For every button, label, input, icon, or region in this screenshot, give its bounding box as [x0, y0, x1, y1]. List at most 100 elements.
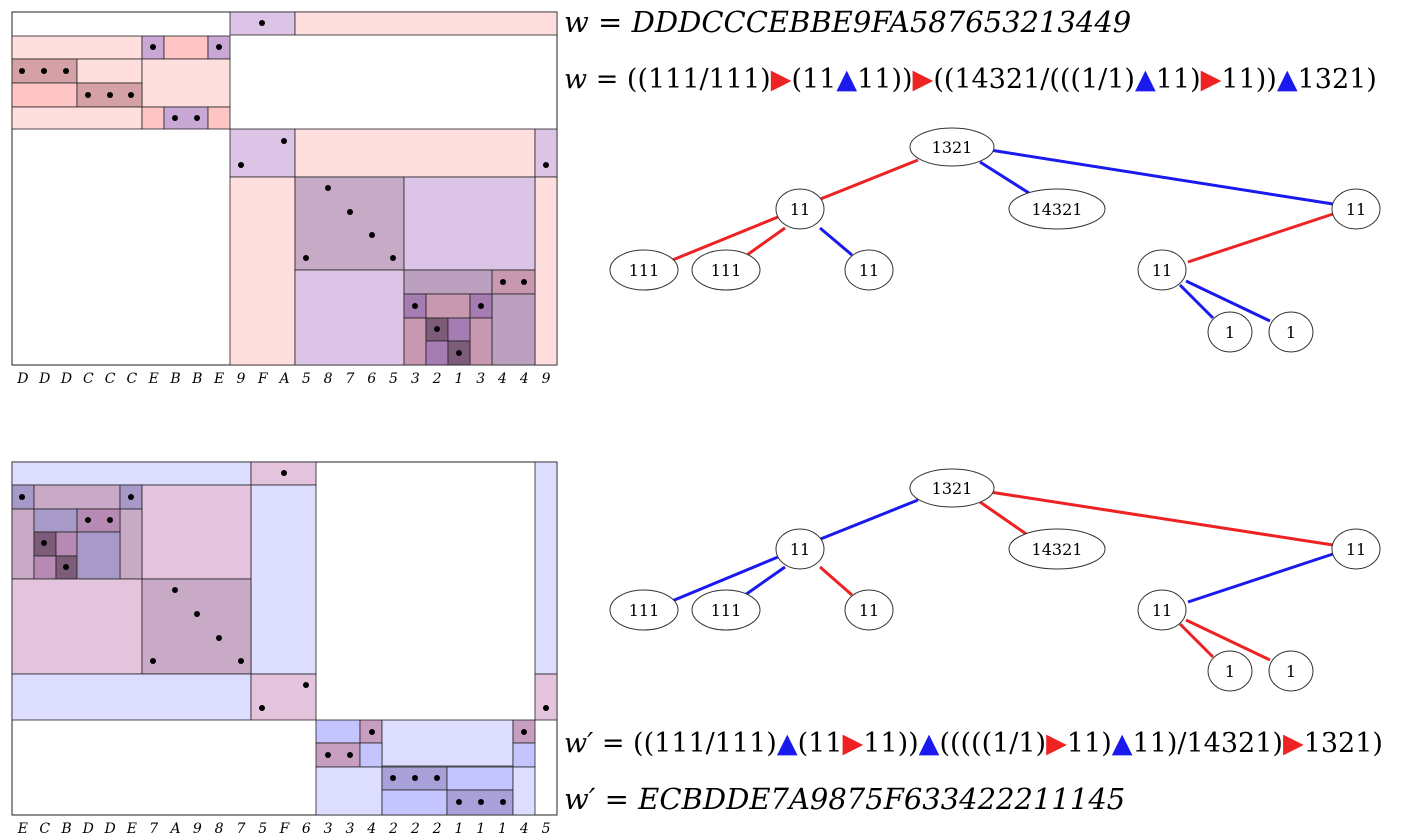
blue-triangle-operator: ▲ [919, 728, 940, 759]
tree-node: 11 [844, 589, 894, 631]
axis-letter: 2 [432, 821, 442, 837]
top-word-value: DDDCCCEBBE9FA587653213449 [631, 5, 1132, 39]
axis-letter: 4 [519, 821, 529, 837]
tree-node: 1321 [909, 127, 995, 167]
svg-text:1321: 1321 [932, 479, 973, 498]
tree-node: 111 [691, 249, 761, 291]
axis-letter: 3 [345, 821, 354, 837]
expression-term: 1321) [1298, 64, 1377, 95]
svg-text:14321: 14321 [1032, 540, 1083, 559]
axis-letter: D [103, 821, 115, 837]
expression-term: 11)) [863, 728, 918, 759]
axis-letter: D [82, 821, 94, 837]
svg-text:11: 11 [790, 540, 810, 559]
red-triangle-operator: ▶ [913, 64, 934, 95]
axis-letter: 4 [519, 371, 529, 387]
axis-letter: 1 [476, 821, 485, 837]
top-permutation-diagram [11, 11, 558, 366]
red-triangle-operator: ▶ [842, 728, 863, 759]
tree-node: 14321 [1008, 528, 1106, 570]
bottom-expression-line: w′ = ((111/111)▲(11▶11))▲(((((1/1)▶11)▲1… [564, 728, 1383, 759]
axis-letter: 9 [236, 371, 245, 387]
expression-term: ((111/111) [627, 64, 771, 95]
svg-text:111: 111 [629, 261, 660, 280]
axis-letter: 5 [389, 371, 398, 387]
axis-letter: D [16, 371, 28, 387]
red-triangle-operator: ▶ [771, 64, 792, 95]
bottom-word-prefix: w′ = [564, 782, 638, 816]
bottom-word-line: w′ = ECBDDE7A9875F633422211145 [564, 782, 1125, 816]
svg-text:11: 11 [1346, 200, 1366, 219]
tree-node: 11 [1331, 188, 1381, 230]
axis-letter: B [191, 371, 202, 387]
axis-letter: 6 [302, 821, 311, 837]
axis-letter: 3 [476, 371, 485, 387]
tree-node: 111 [691, 589, 761, 631]
expression-term: ((111/111) [633, 728, 777, 759]
bottom-word-value: ECBDDE7A9875F633422211145 [637, 782, 1125, 816]
axis-letter: C [39, 821, 50, 837]
axis-letter: C [105, 371, 116, 387]
tree-node: 11 [1137, 589, 1187, 631]
svg-text:11: 11 [859, 261, 879, 280]
axis-letter: 8 [215, 821, 224, 837]
axis-letter: 5 [302, 371, 311, 387]
tree-node: 11 [775, 188, 825, 230]
expression-term: 11) [1067, 728, 1112, 759]
axis-letter: 3 [411, 371, 420, 387]
bottom-tree: 1321 11 14321 11 111 111 11 11 1 1 [609, 468, 1381, 692]
svg-text:1: 1 [1286, 662, 1296, 681]
axis-letter: B [60, 821, 71, 837]
tree-node: 1 [1268, 650, 1314, 692]
axis-letter: 2 [388, 821, 398, 837]
bottom-permutation-points [19, 470, 549, 805]
axis-letter: 2 [432, 371, 442, 387]
expression-term: 11) [1156, 64, 1201, 95]
expression-term: (11 [791, 64, 836, 95]
axis-letter: E [213, 371, 224, 387]
axis-letter: E [17, 821, 28, 837]
tree-node: 1 [1268, 311, 1314, 353]
svg-text:11: 11 [1346, 540, 1366, 559]
axis-letter: F [257, 371, 269, 387]
svg-text:111: 111 [711, 601, 742, 620]
top-tree: 1321 11 14321 11 111 111 11 11 1 1 [609, 127, 1381, 353]
svg-text:1: 1 [1286, 323, 1296, 342]
axis-letter: C [83, 371, 94, 387]
expression-term: 11)) [857, 64, 912, 95]
tree-node: 11 [1137, 249, 1187, 291]
axis-letter: E [126, 821, 137, 837]
axis-letter: 7 [149, 821, 158, 837]
axis-letter: D [60, 371, 72, 387]
axis-letter: 4 [497, 371, 507, 387]
red-triangle-operator: ▶ [1283, 728, 1304, 759]
svg-text:11: 11 [859, 601, 879, 620]
axis-letter: 5 [258, 821, 267, 837]
expression-prefix: w′ = [564, 728, 633, 759]
axis-letter: 5 [542, 821, 551, 837]
blue-triangle-operator: ▲ [777, 728, 798, 759]
axis-letter: 1 [454, 371, 463, 387]
expression-prefix: w = [564, 64, 627, 95]
axis-letter: 7 [236, 821, 245, 837]
svg-text:111: 111 [711, 261, 742, 280]
blue-triangle-operator: ▲ [836, 64, 857, 95]
blue-triangle-operator: ▲ [1112, 728, 1133, 759]
tree-node: 14321 [1008, 188, 1106, 230]
expression-term: ((14321/(((1/1) [933, 64, 1135, 95]
red-triangle-operator: ▶ [1046, 728, 1067, 759]
svg-text:14321: 14321 [1032, 200, 1083, 219]
axis-letter: A [277, 371, 289, 387]
expression-term: 11)) [1221, 64, 1276, 95]
axis-letter: B [169, 371, 180, 387]
svg-text:11: 11 [1152, 261, 1172, 280]
axis-letter: 9 [193, 821, 202, 837]
expression-term: (((((1/1) [939, 728, 1046, 759]
axis-letter: 2 [410, 821, 420, 837]
svg-text:111: 111 [629, 601, 660, 620]
axis-letter: F [279, 821, 291, 837]
top-word-prefix: w = [564, 5, 632, 39]
tree-node: 1321 [909, 468, 995, 508]
axis-letter: E [148, 371, 159, 387]
